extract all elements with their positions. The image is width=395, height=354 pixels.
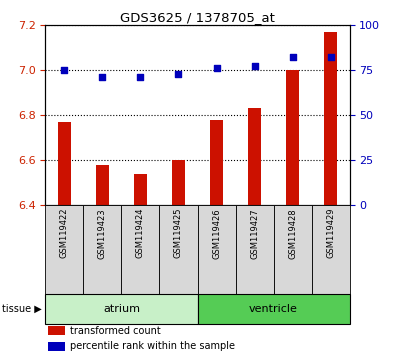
Text: GSM119427: GSM119427 xyxy=(250,208,259,259)
Point xyxy=(290,55,296,60)
Text: GSM119423: GSM119423 xyxy=(98,208,107,259)
Text: GSM119425: GSM119425 xyxy=(174,208,183,258)
Bar xyxy=(198,205,235,294)
Bar xyxy=(172,160,185,205)
Bar xyxy=(235,205,274,294)
Point xyxy=(99,74,105,80)
Point xyxy=(251,63,258,69)
Bar xyxy=(96,165,109,205)
Text: ventricle: ventricle xyxy=(249,304,298,314)
Bar xyxy=(49,342,65,351)
Text: atrium: atrium xyxy=(103,304,140,314)
Bar xyxy=(198,294,350,324)
Bar xyxy=(49,326,65,335)
Text: GSM119426: GSM119426 xyxy=(212,208,221,259)
Text: percentile rank within the sample: percentile rank within the sample xyxy=(70,341,235,351)
Bar xyxy=(58,122,71,205)
Text: GDS3625 / 1378705_at: GDS3625 / 1378705_at xyxy=(120,11,275,24)
Text: transformed count: transformed count xyxy=(70,326,160,336)
Bar xyxy=(210,120,223,205)
Text: GSM119424: GSM119424 xyxy=(136,208,145,258)
Bar xyxy=(286,70,299,205)
Bar xyxy=(122,205,160,294)
Bar xyxy=(45,294,198,324)
Bar xyxy=(160,205,198,294)
Bar xyxy=(324,32,337,205)
Bar xyxy=(273,205,312,294)
Point xyxy=(327,55,334,60)
Text: GSM119428: GSM119428 xyxy=(288,208,297,259)
Bar xyxy=(83,205,122,294)
Bar xyxy=(134,174,147,205)
Text: GSM119422: GSM119422 xyxy=(60,208,69,258)
Point xyxy=(61,67,68,73)
Bar xyxy=(312,205,350,294)
Text: tissue ▶: tissue ▶ xyxy=(2,304,42,314)
Bar xyxy=(248,108,261,205)
Point xyxy=(175,71,182,76)
Point xyxy=(137,74,144,80)
Bar xyxy=(45,205,83,294)
Point xyxy=(213,65,220,71)
Text: GSM119429: GSM119429 xyxy=(326,208,335,258)
